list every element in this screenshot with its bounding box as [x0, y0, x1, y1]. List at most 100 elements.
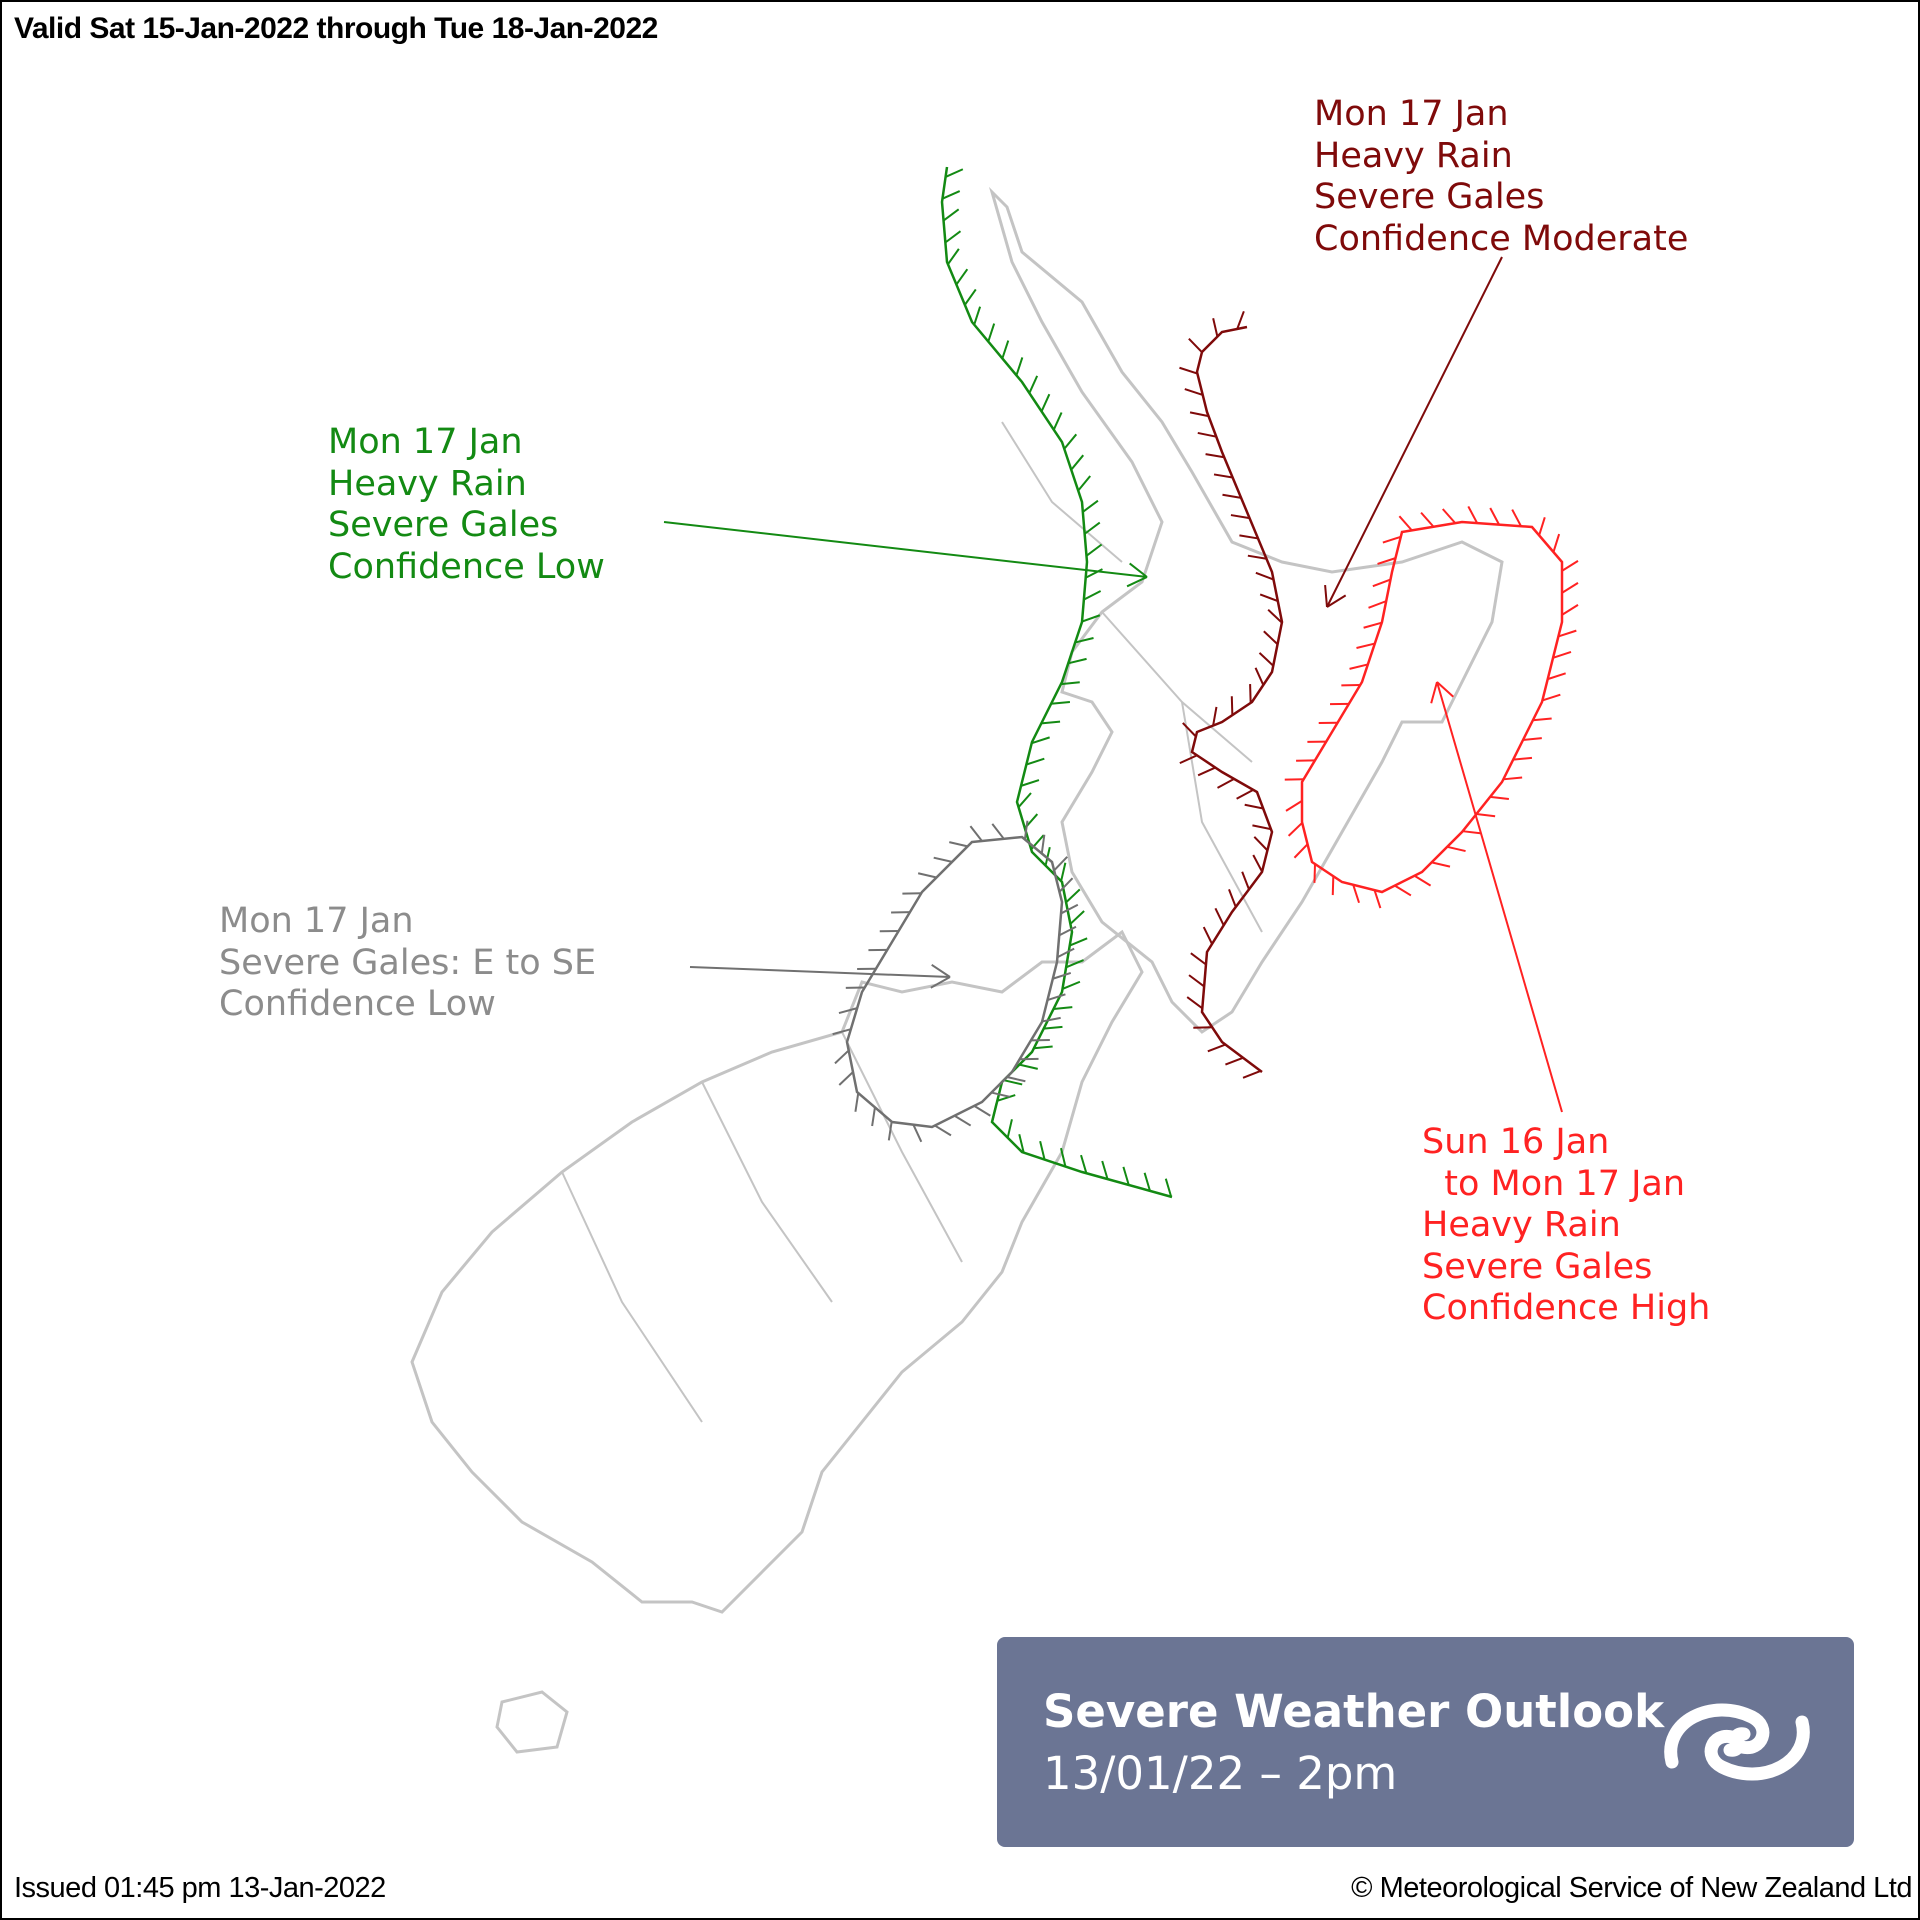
arrowhead: [930, 976, 951, 989]
hatch-tick: [854, 1092, 860, 1112]
hatch-tick: [1188, 974, 1205, 988]
hatch-tick: [969, 825, 983, 842]
hatch-tick: [1503, 776, 1523, 781]
annotation-line: Confidence Low: [328, 546, 605, 587]
new-zealand-landmass: [410, 186, 1504, 1754]
hatch-tick: [1058, 877, 1074, 893]
hatch-tick: [1413, 874, 1432, 887]
hatch-tick: [1018, 1133, 1025, 1153]
hatch-tick: [1239, 534, 1259, 540]
hatch-tick: [1031, 736, 1050, 745]
hatch-tick: [1446, 845, 1466, 853]
hatch-tick: [1047, 993, 1066, 1002]
hatch-tick: [1217, 778, 1235, 789]
hatch-tick: [1222, 493, 1242, 499]
hatch-tick: [1182, 722, 1197, 738]
hatch-tick: [1242, 1070, 1261, 1079]
hatch-tick: [933, 856, 953, 863]
hatch-tick: [1003, 1079, 1023, 1086]
annotation-dark-red: Mon 17 Jan Heavy Rain Severe Gales Confi…: [1314, 94, 1688, 260]
hatch-tick: [1287, 822, 1303, 837]
hatch-tick: [1476, 813, 1496, 818]
hatch-tick: [1074, 637, 1094, 644]
hatch-tick: [1547, 672, 1566, 681]
region-boundary: [841, 1031, 963, 1263]
arrowhead: [1436, 681, 1454, 698]
hatch-tick: [1442, 508, 1457, 524]
annotation-line: Heavy Rain: [328, 463, 527, 504]
hatch-tick: [942, 208, 960, 222]
hatch-tick: [1431, 861, 1451, 868]
hatch-tick: [1244, 803, 1264, 810]
hatch-tick: [1193, 1026, 1213, 1029]
hatch-tick: [1254, 667, 1265, 686]
metservice-logo-icon: [1664, 1703, 1810, 1781]
arrowhead: [1430, 681, 1438, 704]
hatch-tick: [1513, 756, 1533, 761]
hatch-tick: [1164, 1178, 1173, 1198]
green-pointer-arrow-shaft: [663, 521, 1148, 578]
hatch-tick: [991, 823, 1005, 840]
gray-warning-area-line: [845, 835, 1064, 1129]
hatch-tick: [991, 1103, 998, 1123]
hatch-tick: [1258, 652, 1274, 667]
red-pointer-arrow-shaft: [1436, 681, 1563, 1113]
red-warning-area: [1284, 505, 1579, 909]
hatch-tick: [1236, 788, 1254, 800]
hatch-tick: [1467, 505, 1479, 524]
annotation-line: Heavy Rain: [1314, 135, 1513, 176]
hatch-tick: [1212, 706, 1218, 726]
hatch-tick: [947, 248, 960, 265]
hatch-tick: [955, 268, 969, 286]
hatch-tick: [1236, 310, 1245, 330]
south-island-outline: [410, 929, 1144, 1614]
hatch-tick: [1398, 515, 1413, 532]
hatch-tick: [1252, 854, 1263, 873]
hatch-tick: [1006, 1119, 1013, 1138]
hatch-tick: [1053, 1006, 1073, 1010]
hatch-tick: [1070, 454, 1085, 471]
annotation-line: Confidence Low: [219, 984, 496, 1024]
hatch-tick: [1230, 514, 1250, 520]
gray-pointer-arrow-shaft: [689, 966, 951, 978]
annotation-line: Severe Gales: [1314, 177, 1545, 217]
hatch-tick: [1331, 876, 1335, 896]
annotation-line: to Mon 17 Jan: [1422, 1163, 1686, 1204]
arrowhead: [1324, 584, 1328, 608]
annotation-line: Confidence High: [1422, 1288, 1711, 1328]
annotation-line: Heavy Rain: [1422, 1205, 1621, 1245]
red-warning-area-line: [1300, 520, 1564, 894]
hatch-tick: [1184, 388, 1204, 396]
issued-time: Issued 01:45 pm 13-Jan-2022: [14, 1872, 386, 1904]
hatch-tick: [1143, 1172, 1151, 1192]
hatch-tick: [1101, 1160, 1109, 1180]
hatch-tick: [1252, 824, 1272, 831]
hatch-tick: [1069, 937, 1088, 947]
hatch-tick: [934, 1124, 952, 1137]
valid-period-header: Valid Sat 15-Jan-2022 through Tue 18-Jan…: [14, 12, 658, 45]
hatch-tick: [945, 168, 964, 178]
hatch-tick: [1063, 433, 1078, 450]
dark-red-warning-boundary-line: [1190, 325, 1284, 1073]
hatch-tick: [1060, 903, 1079, 915]
green-warning-boundary: [940, 166, 1173, 1199]
hatch-tick: [1188, 337, 1203, 353]
hatch-tick: [1552, 533, 1561, 553]
hatch-tick: [1352, 884, 1360, 904]
hatch-tick: [1060, 1147, 1067, 1167]
hatch-tick: [1489, 507, 1500, 526]
hatch-tick: [1083, 590, 1102, 601]
hatch-tick: [1285, 799, 1303, 812]
hatch-tick: [1039, 1140, 1046, 1160]
hatch-tick: [1197, 431, 1217, 438]
hatch-tick: [1179, 754, 1198, 765]
hatch-tick: [1044, 846, 1051, 866]
region-boundary: [1001, 421, 1123, 563]
hatch-tick: [987, 323, 996, 342]
annotation-line: Mon 17 Jan: [328, 422, 523, 462]
hatch-tick: [1026, 757, 1045, 766]
hatch-tick: [838, 1007, 858, 1015]
arrowhead: [1129, 562, 1148, 578]
hatch-tick: [1228, 889, 1237, 908]
